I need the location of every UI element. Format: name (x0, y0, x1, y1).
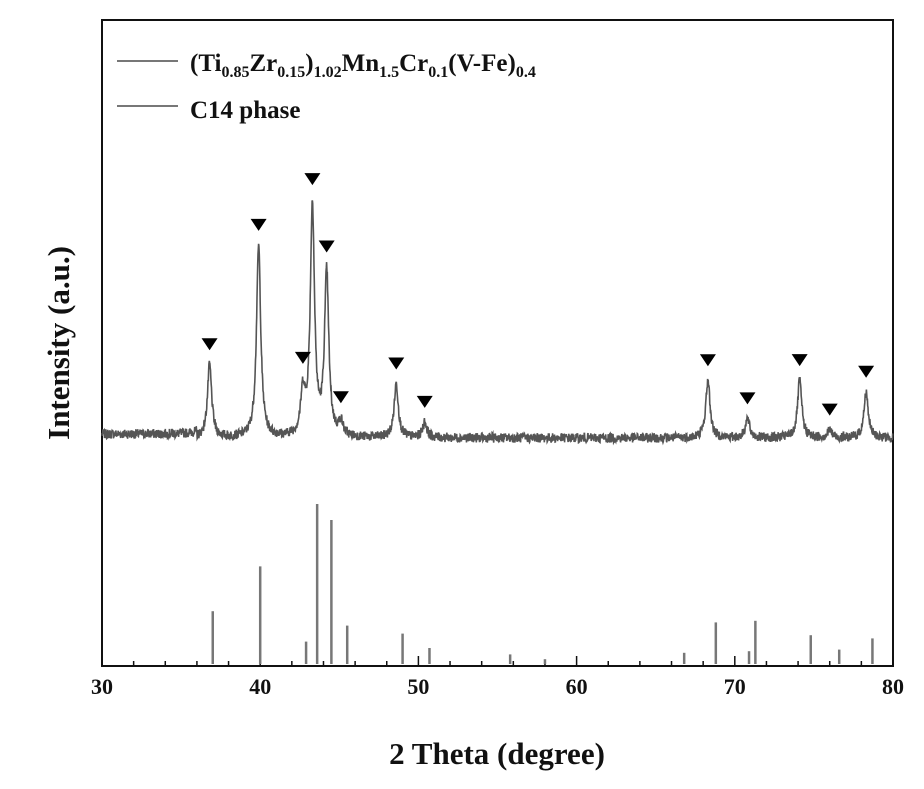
formula-subscript: 0.15 (277, 64, 305, 81)
formula-text: (Ti (190, 50, 222, 77)
legend: (Ti0.85Zr0.15)1.02Mn1.5Cr0.1(V-Fe)0.4 C1… (117, 50, 536, 124)
x-tick-label: 50 (407, 674, 429, 699)
plot-frame (101, 19, 894, 667)
formula-subscript: 1.5 (379, 64, 399, 81)
reference-stick-pattern (211, 504, 874, 664)
x-tick-label: 40 (249, 674, 271, 699)
formula-text: (V-Fe) (448, 50, 516, 77)
x-tick-labels: 30 40 50 60 70 80 (91, 674, 904, 699)
legend-sample-label: (Ti0.85Zr0.15)1.02Mn1.5Cr0.1(V-Fe)0.4 (190, 50, 536, 81)
formula-text: ) (305, 50, 313, 77)
peak-marker-triangle (318, 240, 335, 253)
formula-text: Cr (399, 50, 428, 77)
formula-subscript: 0.1 (428, 64, 448, 81)
x-axis-ticks (101, 656, 894, 666)
x-tick-label: 30 (91, 674, 113, 699)
peak-marker-triangle (332, 391, 349, 404)
x-tick-label: 60 (566, 674, 588, 699)
peak-marker-triangle (388, 357, 405, 370)
formula-subscript: 0.4 (516, 64, 536, 81)
formula-subscript: 1.02 (314, 64, 342, 81)
peak-marker-triangle (416, 395, 433, 408)
peak-markers (201, 173, 875, 416)
peak-marker-triangle (821, 403, 838, 416)
legend-reference-label: C14 phase (190, 97, 300, 124)
formula-text: Zr (250, 50, 278, 77)
x-tick-label: 70 (724, 674, 746, 699)
peak-marker-triangle (699, 354, 716, 367)
x-tick-label: 80 (882, 674, 904, 699)
peak-marker-triangle (250, 218, 267, 231)
formula-subscript: 0.85 (222, 64, 250, 81)
x-axis-title: 2 Theta (degree) (389, 736, 605, 771)
formula-text: Mn (342, 50, 380, 77)
peak-marker-triangle (791, 354, 808, 367)
peak-marker-triangle (201, 338, 218, 351)
sample-diffraction-profile (101, 200, 894, 446)
peak-marker-triangle (858, 365, 875, 378)
peak-marker-triangle (739, 392, 756, 405)
peak-marker-triangle (294, 351, 311, 364)
y-axis-title: Intensity (a.u.) (41, 246, 76, 440)
peak-marker-triangle (304, 173, 321, 186)
